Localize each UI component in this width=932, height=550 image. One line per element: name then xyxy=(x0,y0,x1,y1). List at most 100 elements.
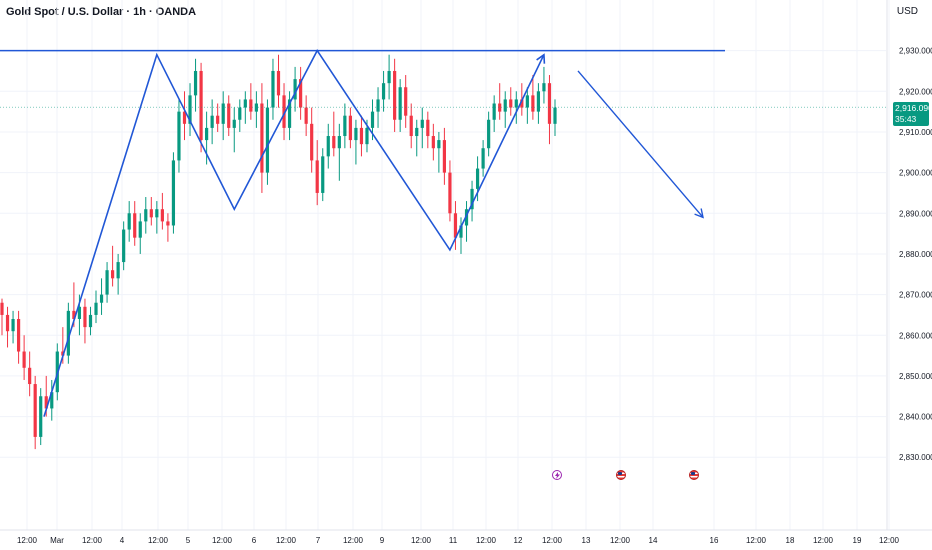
candle-up xyxy=(188,95,192,124)
candle-down xyxy=(453,213,458,238)
candle-up xyxy=(122,229,126,263)
candle-up xyxy=(354,127,358,141)
pattern-arrow-head xyxy=(536,53,546,64)
candle-down xyxy=(33,384,37,437)
candle-up xyxy=(553,107,557,124)
price-tick-label: 2,850.000 xyxy=(899,372,932,381)
candle-up xyxy=(387,70,391,84)
candle-down xyxy=(426,119,430,137)
candle-up xyxy=(326,136,330,157)
time-tick-label: 12:00 xyxy=(879,536,900,545)
candle-up xyxy=(171,160,176,226)
time-tick-label: 6 xyxy=(252,536,257,545)
candle-up xyxy=(437,140,441,149)
candle-up xyxy=(475,168,480,189)
candle-up xyxy=(542,83,546,92)
candle-up xyxy=(415,127,419,137)
candle-up xyxy=(464,209,469,226)
candle-up xyxy=(105,270,109,295)
time-tick-label: 12:00 xyxy=(17,536,38,545)
candle-up xyxy=(287,99,292,128)
time-tick-label: 12:00 xyxy=(476,536,497,545)
candle-up xyxy=(50,392,54,409)
candle-up xyxy=(138,221,142,238)
candle-up xyxy=(238,107,242,120)
candle-up xyxy=(265,107,270,173)
candle-down xyxy=(276,70,281,96)
candle-up xyxy=(210,115,214,128)
candle-down xyxy=(409,115,413,137)
drawings xyxy=(0,49,886,417)
time-tick-label: 12:00 xyxy=(212,536,233,545)
us-flag-icon[interactable] xyxy=(616,470,626,480)
candle-up xyxy=(66,310,70,356)
candles xyxy=(0,54,557,450)
candle-up xyxy=(177,111,181,161)
price-tick-label: 2,890.000 xyxy=(899,209,932,218)
candle-down xyxy=(431,136,435,149)
time-tick-label: Mar xyxy=(50,536,64,545)
candle-up xyxy=(370,111,375,128)
time-tick-label: 9 xyxy=(380,536,385,545)
price-tick-label: 2,920.000 xyxy=(899,87,932,96)
candle-up xyxy=(503,99,507,112)
time-tick-label: 4 xyxy=(120,536,125,545)
candle-down xyxy=(509,99,513,108)
candle-down xyxy=(315,160,319,193)
candle-up xyxy=(481,148,485,169)
candle-up xyxy=(232,119,236,128)
candle-down xyxy=(149,209,153,218)
candle-down xyxy=(166,221,170,226)
candle-down xyxy=(393,70,397,120)
us-flag-icon[interactable] xyxy=(689,470,699,480)
time-axis: 12:00 Mar 12:00 4 12:00 5 12:00 6 12:00 7 12:00 9 12… xyxy=(0,529,932,545)
last-price-badge: 2,916.090 35:43 xyxy=(893,102,932,127)
candle-up xyxy=(514,99,518,108)
price-axis: 2,830.000 2,840.000 2,850.000 2,860.000 2,87… xyxy=(886,0,932,530)
candle-down xyxy=(83,306,87,328)
candle-up xyxy=(205,127,209,141)
time-tick-label: 14 xyxy=(649,536,658,545)
candle-down xyxy=(160,209,164,222)
price-tick-label: 2,910.000 xyxy=(899,128,932,137)
time-tick-label: 5 xyxy=(186,536,191,545)
candle-down xyxy=(260,103,264,173)
candle-down xyxy=(5,314,10,332)
time-tick-label: 13 xyxy=(582,536,591,545)
symbol-title: Gold Spot / U.S. Dollar · 1h · OANDA xyxy=(6,6,197,18)
time-tick-label: 18 xyxy=(786,536,795,545)
candle-down xyxy=(299,79,303,108)
candle-up xyxy=(243,99,247,108)
candle-up xyxy=(127,213,131,230)
candle-up xyxy=(293,79,297,100)
candle-up xyxy=(343,115,347,137)
candle-up xyxy=(88,314,93,328)
candle-down xyxy=(404,87,408,116)
candle-down xyxy=(282,95,286,128)
candle-up xyxy=(492,103,496,120)
candle-up xyxy=(337,136,341,149)
time-tick-label: 12:00 xyxy=(610,536,631,545)
candle-up xyxy=(221,103,225,124)
candle-down xyxy=(448,172,452,214)
candle-up xyxy=(365,127,369,145)
candle-up xyxy=(487,119,491,149)
candle-down xyxy=(0,302,4,315)
candle-down xyxy=(304,107,308,124)
price-tick-label: 2,930.000 xyxy=(899,47,932,56)
lightning-event-icon[interactable] xyxy=(552,470,562,480)
candle-up xyxy=(39,396,43,437)
price-tick-label: 2,870.000 xyxy=(899,291,932,300)
candle-up xyxy=(99,294,104,303)
time-tick-label: 12:00 xyxy=(542,536,563,545)
time-tick-label: 12:00 xyxy=(411,536,432,545)
candle-down xyxy=(199,70,203,141)
candle-up xyxy=(381,83,386,100)
candle-up xyxy=(155,209,159,218)
candle-up xyxy=(420,119,424,128)
candle-up xyxy=(321,156,325,193)
candle-down xyxy=(227,103,231,128)
currency-label[interactable]: USD xyxy=(896,6,918,17)
projection-arrow-head xyxy=(694,208,704,219)
